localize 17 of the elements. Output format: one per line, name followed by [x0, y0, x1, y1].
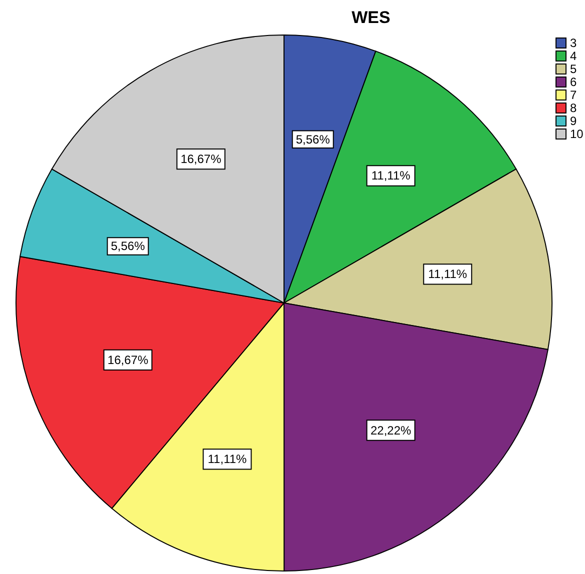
legend-label: 7 — [570, 88, 577, 102]
legend-label: 9 — [570, 114, 577, 128]
data-label: 11,11% — [428, 267, 468, 282]
data-label: 11,11% — [208, 452, 248, 466]
legend-label: 3 — [570, 36, 577, 50]
legend-label: 5 — [570, 62, 577, 76]
legend-label: 10 — [570, 127, 584, 141]
legend-label: 8 — [570, 101, 577, 115]
data-label: 16,67% — [180, 152, 222, 166]
chart-title: WES — [352, 8, 390, 27]
legend-label: 6 — [570, 75, 577, 89]
legend-label: 4 — [570, 49, 577, 63]
data-label: 22,22% — [370, 423, 412, 438]
data-label: 5,56% — [296, 132, 330, 146]
data-label: 16,67% — [108, 352, 149, 367]
data-label: 11,11% — [371, 168, 411, 183]
data-label: 5,56% — [110, 239, 146, 254]
